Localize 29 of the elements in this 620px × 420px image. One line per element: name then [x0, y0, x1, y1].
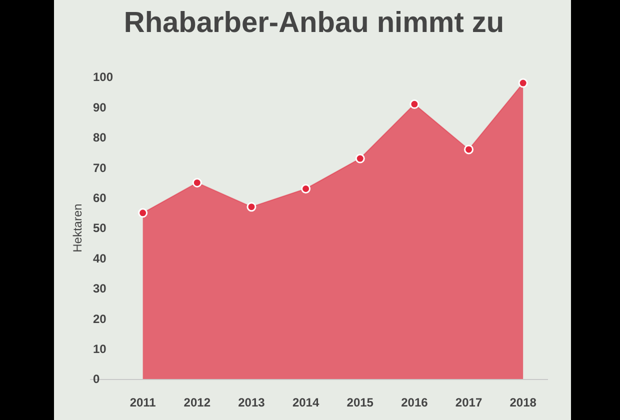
x-tick-label: 2014: [292, 395, 320, 410]
point: [192, 178, 202, 188]
y-tick-label: 0: [93, 372, 100, 386]
y-tick-label: 90: [93, 100, 107, 114]
x-tick-label: 2015: [346, 395, 374, 410]
y-tick-label: 10: [93, 342, 107, 356]
y-axis-title: Hektaren: [70, 204, 84, 252]
y-tick-label: 100: [93, 70, 114, 84]
point: [464, 144, 474, 154]
y-tick-label: 50: [93, 221, 107, 236]
x-tick-label: 2013: [238, 395, 266, 410]
y-tick-label: 30: [93, 282, 107, 296]
chart-title: Rhabarber-Anbau nimmt zu: [124, 7, 504, 40]
point: [518, 78, 528, 88]
y-tick-label: 70: [93, 160, 107, 175]
y-tick-label: 80: [93, 130, 107, 145]
x-tick-label: 2018: [510, 395, 537, 410]
point: [410, 99, 420, 109]
x-tick-label: 2011: [130, 395, 156, 410]
x-tick-label: 2012: [184, 395, 211, 410]
y-tick-label: 40: [93, 251, 107, 266]
x-tick-label: 2016: [401, 395, 428, 410]
point: [138, 208, 148, 218]
x-tick-label: 2017: [455, 395, 482, 410]
point: [355, 154, 365, 164]
point: [246, 202, 256, 212]
y-tick-label: 20: [93, 312, 107, 326]
y-tick-label: 60: [93, 191, 107, 205]
point: [301, 184, 311, 194]
